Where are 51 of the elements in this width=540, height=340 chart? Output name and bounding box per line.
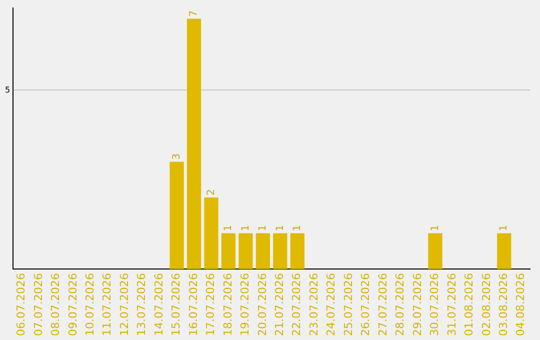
x-tick-label: 28.07.2026 xyxy=(394,273,407,336)
x-tick-label: 01.08.2026 xyxy=(462,273,476,336)
x-tick-label: 10.07.2026 xyxy=(83,273,96,336)
data-label: 1 xyxy=(258,224,269,232)
x-tick-label: 09.07.2026 xyxy=(66,273,80,336)
data-label: 2 xyxy=(206,189,217,196)
data-label: 1 xyxy=(430,224,441,232)
data-label: 1 xyxy=(240,224,252,232)
x-tick-label: 08.07.2026 xyxy=(49,273,62,336)
x-tick-label: 31.07.2026 xyxy=(445,273,458,336)
x-tick-label: 15.07.2026 xyxy=(170,273,183,336)
bar xyxy=(273,233,288,270)
data-label: 1 xyxy=(292,224,303,232)
x-tick-label: 26.07.2026 xyxy=(359,273,372,336)
bar xyxy=(497,233,512,270)
x-tick-label: 22.07.2026 xyxy=(290,273,304,336)
x-tick-label: 14.07.2026 xyxy=(152,273,166,336)
data-label: 7 xyxy=(188,10,200,17)
x-tick-label: 03.08.2026 xyxy=(497,273,510,336)
data-label: 1 xyxy=(223,224,234,232)
x-tick-label: 02.08.2026 xyxy=(480,273,493,336)
bar xyxy=(238,233,253,270)
data-label: 3 xyxy=(171,153,182,160)
bar xyxy=(256,233,270,270)
x-tick-label: 25.07.2026 xyxy=(342,273,355,336)
x-tick-label: 16.07.2026 xyxy=(186,273,200,336)
x-tick-label: 29.07.2026 xyxy=(410,273,424,336)
bar xyxy=(221,233,236,270)
x-tick-label: 07.07.2026 xyxy=(32,273,45,336)
x-tick-label: 20.07.2026 xyxy=(256,273,269,336)
x-tick-label: 30.07.2026 xyxy=(428,273,442,336)
x-tick-label: 21.07.2026 xyxy=(273,273,286,336)
bar xyxy=(290,233,304,270)
x-tick-label: 11.07.2026 xyxy=(100,273,114,336)
data-label: 1 xyxy=(274,224,286,232)
bar xyxy=(204,198,218,270)
x-tick-label: 13.07.2026 xyxy=(135,273,148,336)
bar xyxy=(428,233,442,270)
x-tick-label: 18.07.2026 xyxy=(221,273,234,336)
x-tick-label: 04.08.2026 xyxy=(514,273,528,336)
bar xyxy=(186,18,202,270)
x-tick-label: 12.07.2026 xyxy=(118,273,131,336)
x-tick-label: 06.07.2026 xyxy=(14,273,28,336)
y-tick-label: 5 xyxy=(4,85,10,94)
data-label: 1 xyxy=(498,224,510,232)
x-tick-label: 19.07.2026 xyxy=(238,273,252,336)
bar xyxy=(170,162,184,270)
x-tick-label: 23.07.2026 xyxy=(307,273,320,336)
x-tick-label: 17.07.2026 xyxy=(204,273,218,336)
x-tick-label: 27.07.2026 xyxy=(376,273,390,336)
x-tick-label: 24.07.2026 xyxy=(324,273,338,336)
